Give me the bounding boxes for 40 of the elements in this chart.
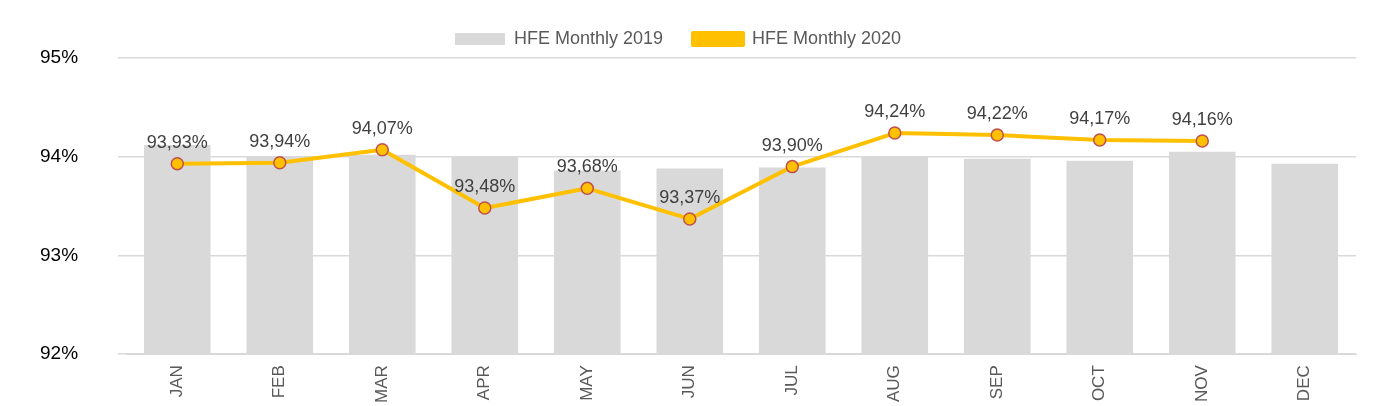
data-label: 94,24% [864,101,926,122]
x-tick-label: DEC [1294,365,1314,402]
data-label: 93,93% [146,131,208,152]
y-tick-label: 94% [40,144,79,166]
point [785,159,800,174]
y-tick-label: 95% [40,46,79,68]
x-tick-label: OCT [1089,365,1109,402]
data-label: 94,22% [966,102,1028,123]
x-tick-label: MAY [576,365,596,401]
point [990,128,1005,142]
point [170,156,185,171]
point [888,126,902,140]
y-tick-label: 92% [40,342,79,364]
x-tick-label: JAN [166,365,186,398]
x-tick-label: APR [474,365,494,401]
data-label: 94,16% [1171,108,1233,129]
data-label: 93,48% [454,176,516,197]
point [1093,133,1107,147]
x-tick-label: FEB [269,365,289,399]
x-tick-label: MAR [371,365,391,403]
data-label: 94,17% [1069,107,1131,128]
x-tick-label: JUL [781,365,801,396]
x-tick-label: JUN [679,365,699,399]
point [478,201,492,215]
data-label: 94,07% [351,117,413,138]
point [1195,134,1209,148]
x-tick-label: NOV [1191,364,1211,403]
point [273,155,287,170]
x-tick-label: SEP [986,365,1006,400]
legend-label: HFE Monthly 2020 [752,27,902,48]
point [375,143,390,157]
point [683,212,697,226]
data-label: 93,68% [556,156,618,177]
data-label: 93,90% [761,134,823,155]
data-label: 93,94% [249,130,311,151]
data-label: 93,37% [659,186,721,207]
point [580,181,595,196]
x-tick-label: AUG [884,365,904,403]
legend-label: HFE Monthly 2019 [513,27,664,48]
y-tick-label: 93% [40,243,79,265]
